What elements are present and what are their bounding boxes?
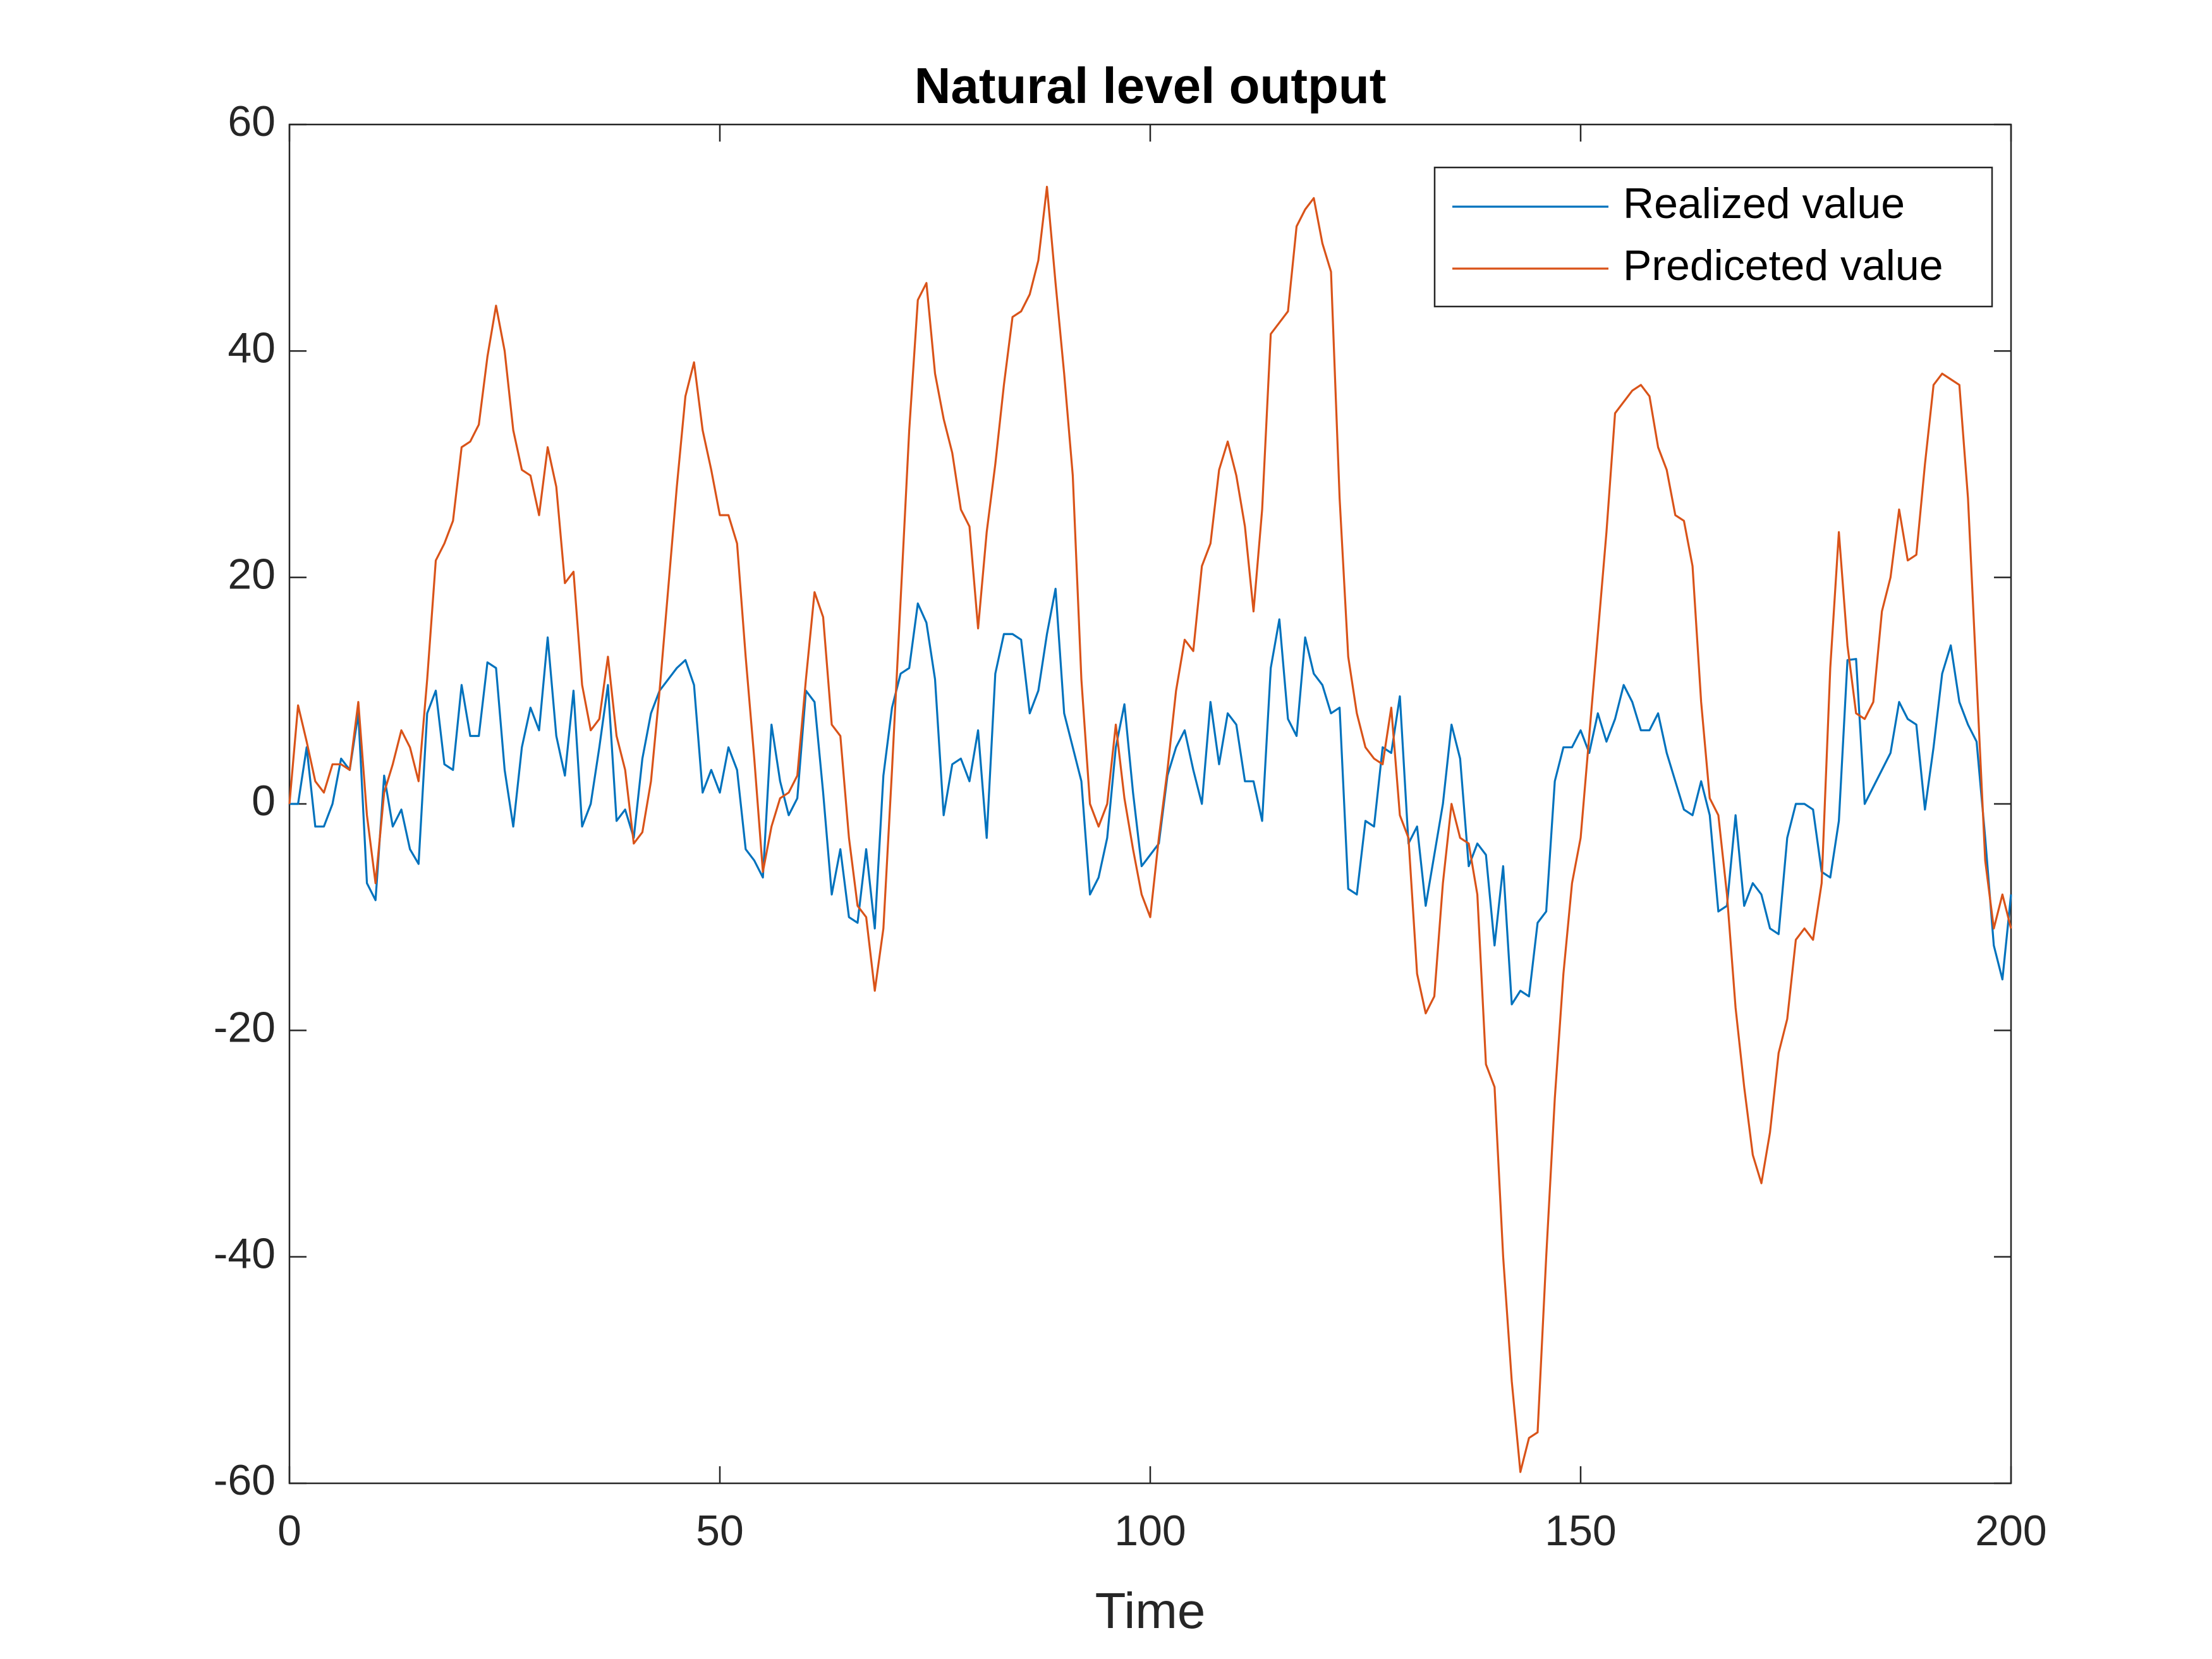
legend-label: Prediceted value: [1623, 241, 1943, 289]
chart-title: Natural level output: [915, 58, 1387, 114]
y-tick-label: -60: [214, 1456, 276, 1504]
y-tick-label: -40: [214, 1230, 276, 1278]
legend-label: Realized value: [1623, 179, 1905, 228]
y-tick-label: 40: [228, 324, 276, 372]
x-tick-label: 50: [696, 1507, 744, 1555]
x-axis-label: Time: [1095, 1583, 1206, 1639]
legend-box: [1433, 166, 1993, 308]
x-tick-label: 100: [1114, 1507, 1186, 1555]
y-tick-label: 20: [228, 550, 276, 599]
x-tick-label: 200: [1975, 1507, 2046, 1555]
y-tick-label: 0: [252, 777, 276, 825]
x-tick-label: 150: [1545, 1507, 1616, 1555]
plot-frame: [288, 123, 2012, 1485]
y-tick-label: 60: [228, 97, 276, 145]
x-tick-label: 0: [277, 1507, 301, 1555]
y-tick-label: -20: [214, 1003, 276, 1051]
series-line: [289, 587, 2012, 1006]
series-line: [288, 185, 2012, 1473]
